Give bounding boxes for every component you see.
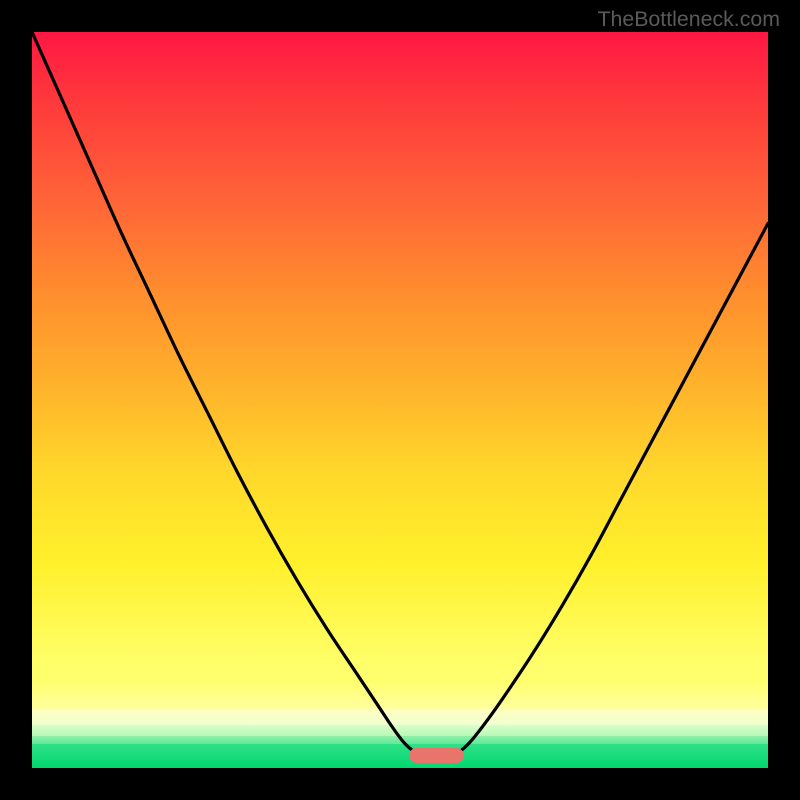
curve-path (32, 32, 768, 755)
plot-area (32, 32, 768, 768)
watermark-text: TheBottleneck.com (597, 7, 780, 32)
bottleneck-curve (32, 32, 768, 768)
minimum-marker (409, 748, 464, 763)
chart-canvas: TheBottleneck.com (0, 0, 800, 800)
